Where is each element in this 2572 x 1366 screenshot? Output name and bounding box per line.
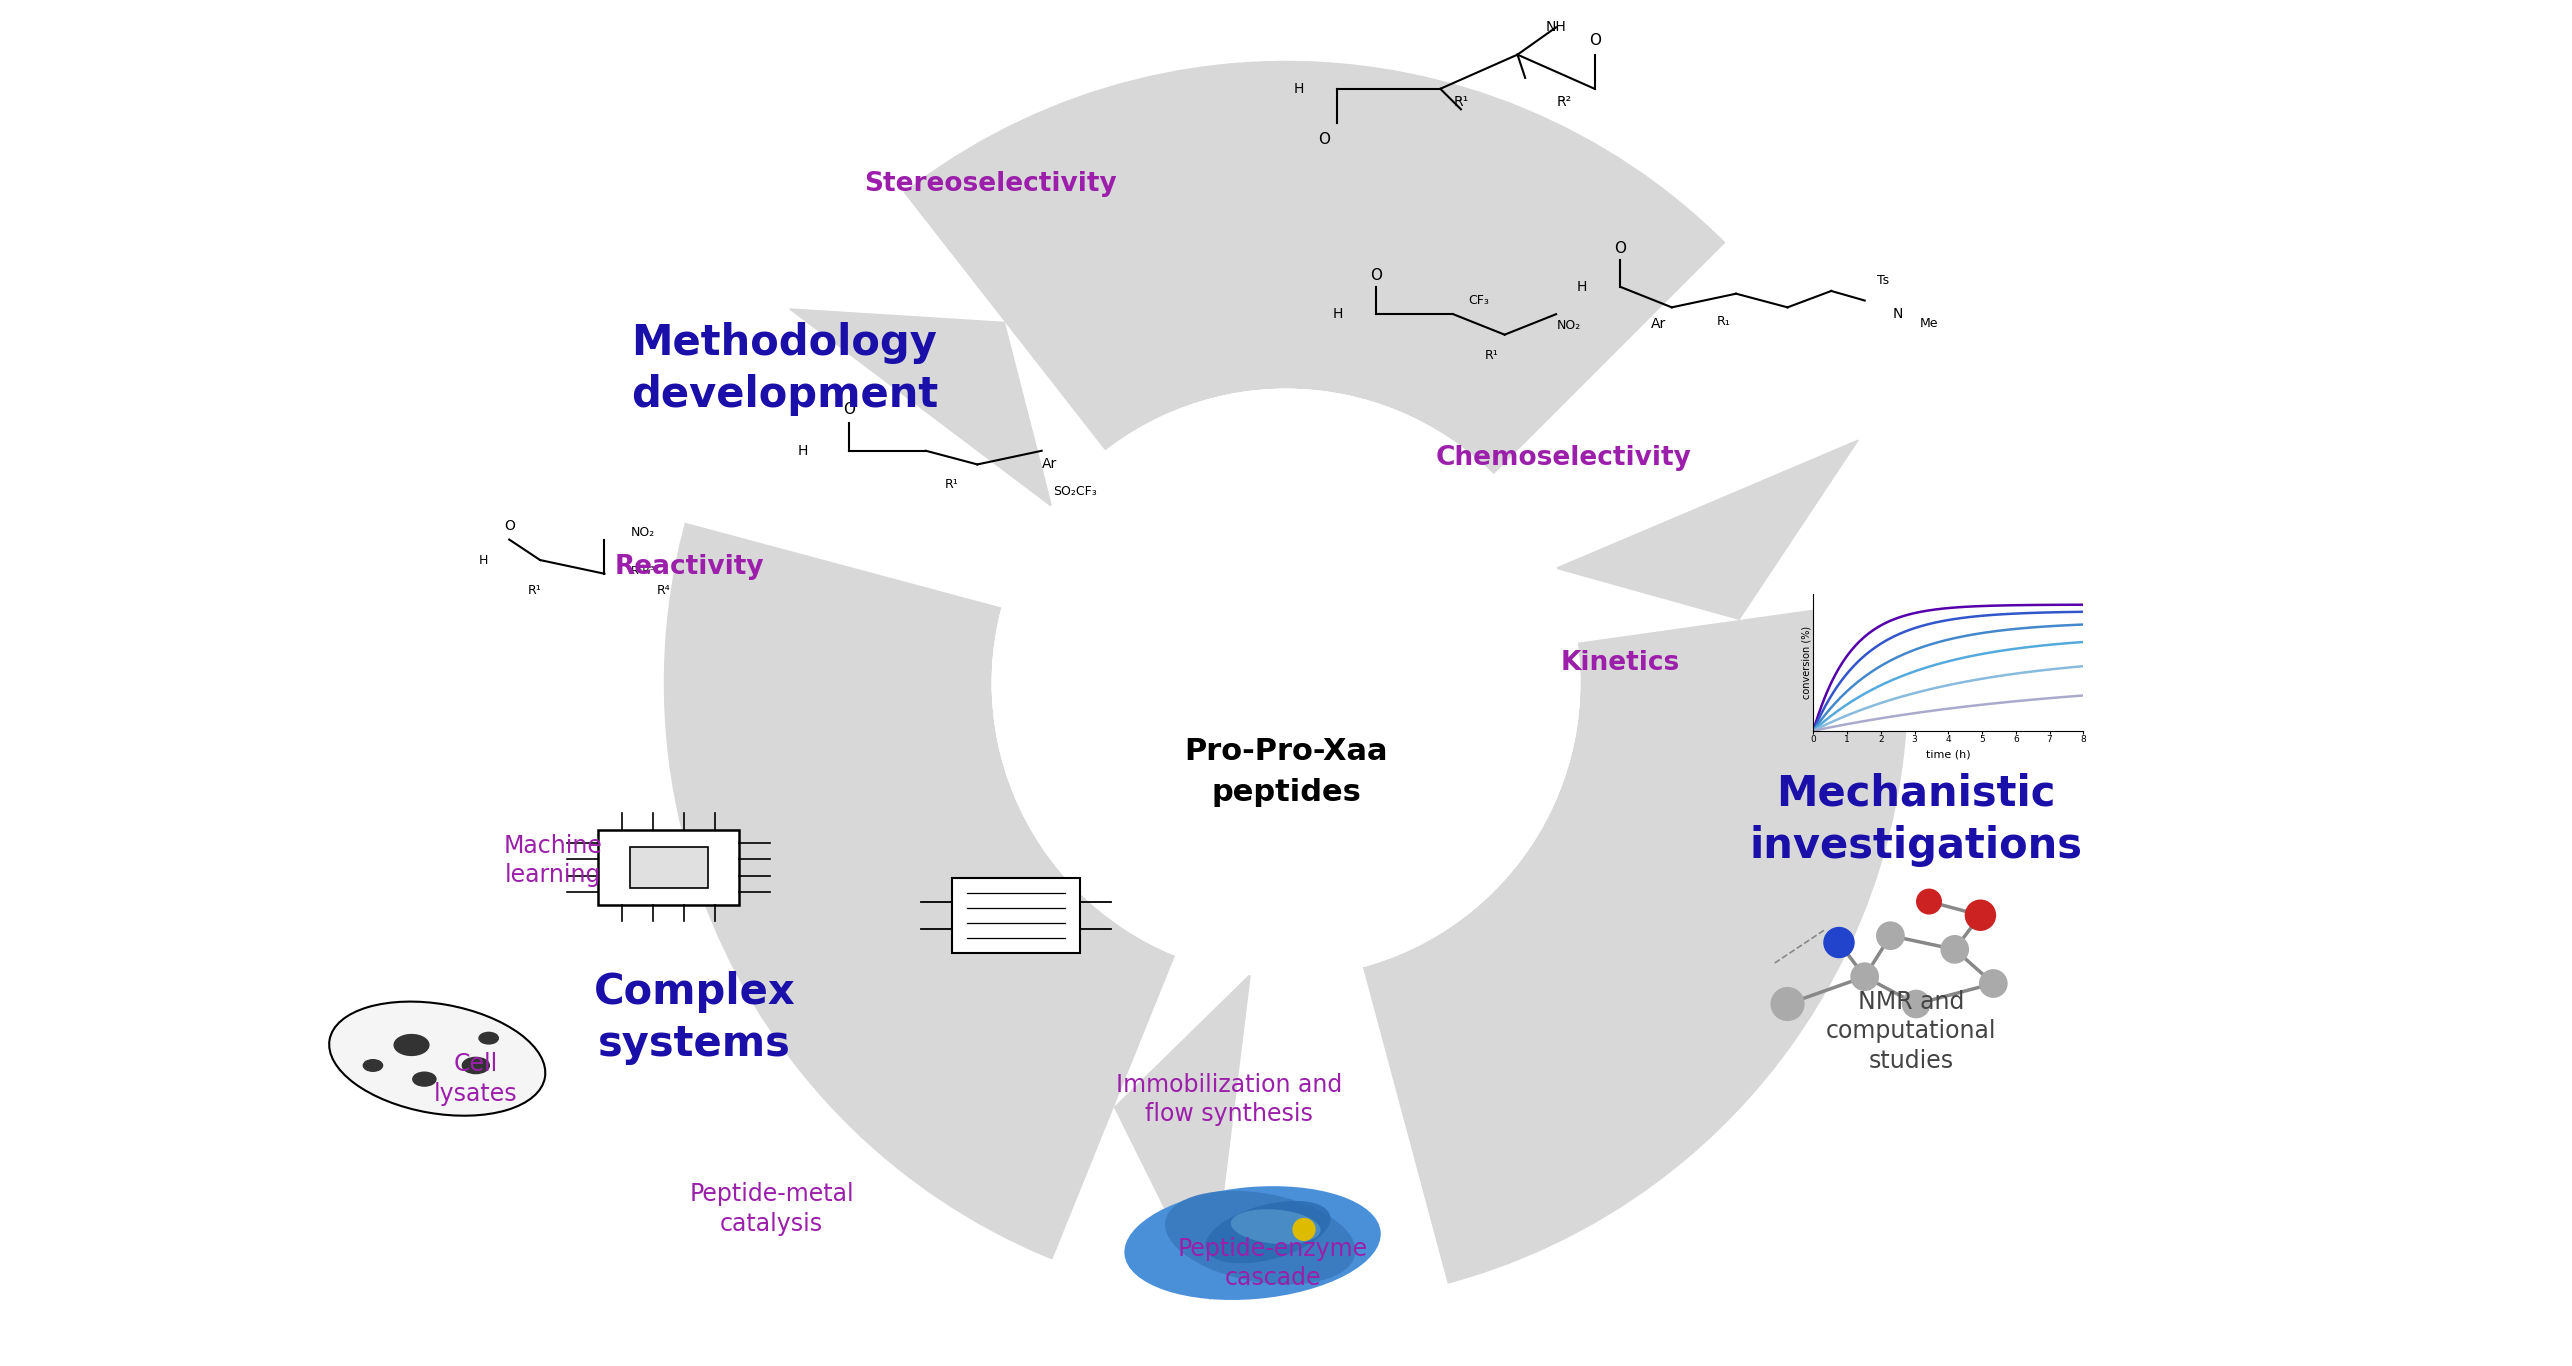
Text: Stereoselectivity: Stereoselectivity — [864, 171, 1116, 198]
FancyBboxPatch shape — [630, 847, 707, 888]
Wedge shape — [671, 183, 1114, 611]
Ellipse shape — [463, 1057, 489, 1074]
Text: Reactivity: Reactivity — [615, 553, 764, 581]
FancyBboxPatch shape — [597, 829, 741, 906]
Polygon shape — [1114, 974, 1250, 1300]
Polygon shape — [1556, 440, 1857, 619]
Text: R¹: R¹ — [1484, 348, 1499, 362]
Ellipse shape — [1206, 1201, 1330, 1264]
Text: Immobilization and
flow synthesis: Immobilization and flow synthesis — [1116, 1072, 1343, 1127]
Text: Machine
learning: Machine learning — [504, 833, 602, 888]
Ellipse shape — [414, 1072, 437, 1086]
Text: O: O — [1589, 34, 1600, 48]
Text: Ar: Ar — [1042, 458, 1057, 471]
Text: NO₂: NO₂ — [630, 526, 656, 540]
Text: SO₂CF₃: SO₂CF₃ — [1052, 485, 1098, 499]
Circle shape — [1965, 900, 1996, 930]
Wedge shape — [1047, 943, 1451, 1318]
Text: R²R³: R²R³ — [630, 566, 656, 576]
Circle shape — [1852, 963, 1878, 990]
Circle shape — [1903, 990, 1929, 1018]
Text: R¹: R¹ — [944, 478, 959, 492]
Text: Ts: Ts — [1878, 273, 1888, 287]
Circle shape — [993, 389, 1579, 977]
FancyBboxPatch shape — [952, 878, 1080, 953]
Text: NMR and
computational
studies: NMR and computational studies — [1826, 989, 1996, 1074]
Text: Me: Me — [1919, 317, 1939, 331]
Text: H: H — [1577, 280, 1587, 294]
Ellipse shape — [1124, 1186, 1381, 1300]
Text: NO₂: NO₂ — [1556, 318, 1582, 332]
Text: Peptide-enzyme
cascade: Peptide-enzyme cascade — [1178, 1236, 1368, 1291]
Circle shape — [1824, 928, 1854, 958]
Text: R¹: R¹ — [1453, 96, 1469, 109]
Text: O: O — [504, 519, 514, 533]
Ellipse shape — [1165, 1191, 1355, 1284]
Circle shape — [664, 61, 1908, 1305]
Text: NH: NH — [1546, 20, 1566, 34]
Ellipse shape — [329, 1001, 545, 1116]
Text: H: H — [797, 444, 808, 458]
Circle shape — [1878, 922, 1903, 949]
Circle shape — [1916, 889, 1942, 914]
Text: N: N — [1893, 307, 1903, 321]
Y-axis label: conversion (%): conversion (%) — [1803, 626, 1811, 699]
Text: Chemoselectivity: Chemoselectivity — [1435, 444, 1692, 471]
Circle shape — [1942, 936, 1968, 963]
Text: Pro-Pro-Xaa
peptides: Pro-Pro-Xaa peptides — [1183, 738, 1389, 806]
Text: O: O — [1371, 269, 1381, 283]
Ellipse shape — [1232, 1209, 1319, 1244]
Text: R₁: R₁ — [1716, 314, 1731, 328]
Ellipse shape — [363, 1060, 383, 1071]
Circle shape — [1980, 970, 2006, 997]
Text: H: H — [478, 553, 489, 567]
Text: R²: R² — [1556, 96, 1571, 109]
Circle shape — [993, 389, 1579, 977]
Text: R⁴: R⁴ — [656, 583, 671, 597]
Text: Cell
lysates: Cell lysates — [435, 1052, 517, 1106]
Text: H: H — [1332, 307, 1343, 321]
Text: O: O — [1319, 133, 1330, 146]
Text: Mechanistic
investigations: Mechanistic investigations — [1749, 773, 2083, 866]
Circle shape — [1772, 988, 1803, 1020]
Text: Kinetics: Kinetics — [1561, 649, 1680, 676]
Text: O: O — [844, 403, 854, 417]
Text: O: O — [1615, 242, 1626, 255]
Text: Methodology
development: Methodology development — [630, 322, 939, 415]
Text: Ar: Ar — [1651, 317, 1667, 331]
Text: Peptide-metal
catalysis: Peptide-metal catalysis — [689, 1182, 854, 1236]
Text: H: H — [1294, 82, 1304, 96]
Text: Complex
systems: Complex systems — [594, 971, 795, 1064]
Circle shape — [993, 389, 1579, 977]
Text: CF₃: CF₃ — [1469, 294, 1489, 307]
Polygon shape — [790, 309, 1052, 507]
Ellipse shape — [478, 1033, 499, 1044]
Text: R¹: R¹ — [527, 583, 543, 597]
Ellipse shape — [394, 1034, 430, 1056]
X-axis label: time (h): time (h) — [1926, 750, 1970, 759]
Wedge shape — [1484, 234, 1916, 643]
Circle shape — [1294, 1218, 1314, 1240]
